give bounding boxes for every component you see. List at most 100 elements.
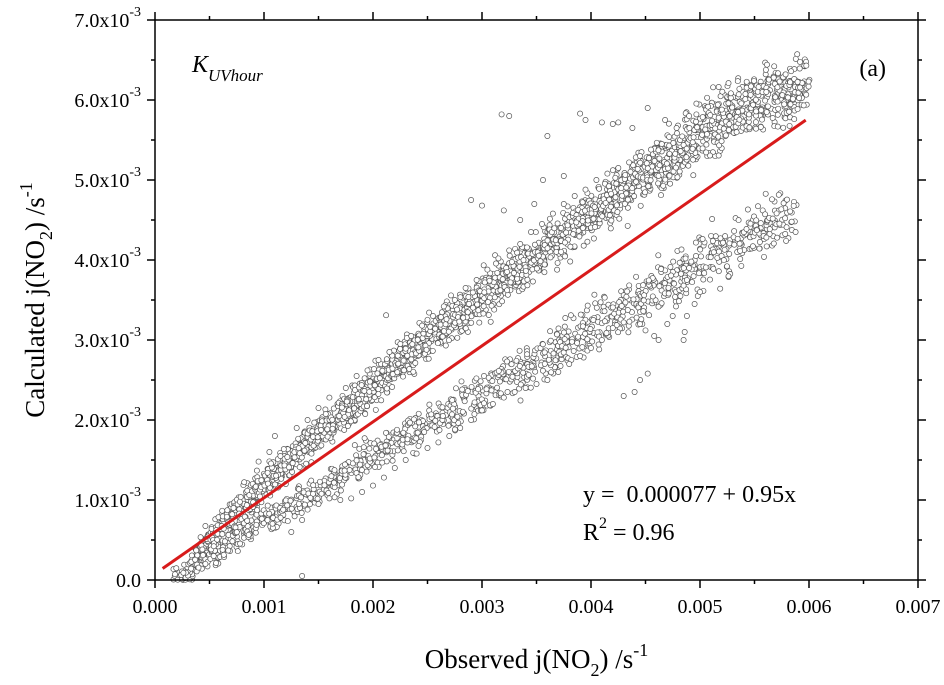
data-point xyxy=(589,338,596,345)
outlier-point xyxy=(370,482,376,489)
data-point xyxy=(456,318,463,325)
data-point xyxy=(694,124,701,131)
data-point xyxy=(788,68,795,75)
outlier-point xyxy=(506,247,513,254)
data-point xyxy=(442,342,449,349)
outlier-point xyxy=(500,394,507,401)
data-point xyxy=(558,248,565,255)
fit-equation: y = 0.000077 + 0.95x xyxy=(583,482,796,508)
data-point xyxy=(786,108,793,115)
data-point xyxy=(357,461,363,468)
data-point xyxy=(296,464,303,471)
data-point xyxy=(641,292,648,299)
data-point xyxy=(371,394,378,401)
outlier-point xyxy=(288,529,295,535)
outlier-point xyxy=(533,381,540,387)
data-point xyxy=(287,497,294,504)
data-point xyxy=(583,307,590,314)
data-point xyxy=(510,270,517,276)
data-point xyxy=(715,152,722,159)
data-point xyxy=(731,241,738,248)
data-point xyxy=(324,433,331,440)
data-point xyxy=(277,514,284,521)
data-point xyxy=(558,225,565,231)
data-point xyxy=(615,329,622,336)
data-point xyxy=(697,246,704,253)
data-point xyxy=(742,91,749,97)
data-point xyxy=(645,277,652,284)
data-point xyxy=(197,534,204,541)
data-point xyxy=(570,231,577,238)
outlier-point xyxy=(266,449,273,455)
data-point xyxy=(771,63,778,70)
data-point xyxy=(693,100,700,107)
outlier-point xyxy=(364,367,371,374)
data-point xyxy=(699,236,706,242)
outlier-point xyxy=(544,377,551,383)
data-point xyxy=(805,78,812,85)
data-point xyxy=(582,330,589,337)
data-point xyxy=(491,294,498,301)
data-point xyxy=(665,165,671,172)
data-point xyxy=(564,222,571,229)
data-point xyxy=(769,196,775,203)
data-point xyxy=(548,369,555,376)
data-point xyxy=(619,192,626,199)
data-point xyxy=(394,426,400,433)
outlier-point xyxy=(686,265,693,271)
data-point xyxy=(753,125,759,132)
data-point xyxy=(341,413,348,420)
outlier-point xyxy=(598,337,605,343)
data-point xyxy=(670,140,677,146)
data-point xyxy=(699,114,706,121)
data-point xyxy=(575,333,582,340)
data-point xyxy=(461,398,468,405)
x-axis-title-sub: 2 xyxy=(590,660,599,680)
data-point xyxy=(295,500,302,507)
panel-label: (a) xyxy=(859,56,886,82)
data-point xyxy=(701,270,708,277)
data-point xyxy=(655,303,662,310)
data-point xyxy=(725,273,732,280)
data-point xyxy=(781,101,788,108)
data-point xyxy=(726,113,733,120)
data-point xyxy=(683,154,690,161)
data-point xyxy=(428,411,435,418)
data-point xyxy=(441,328,447,335)
data-point xyxy=(264,469,271,476)
data-point xyxy=(524,351,531,358)
data-point xyxy=(560,329,567,336)
outlier-point xyxy=(598,119,605,126)
data-point xyxy=(653,139,660,146)
outlier-point xyxy=(348,495,355,502)
outlier-point xyxy=(644,105,651,111)
data-point xyxy=(689,139,696,146)
data-point xyxy=(624,204,631,211)
data-point xyxy=(552,357,559,364)
data-point xyxy=(752,119,759,126)
data-point xyxy=(496,378,503,385)
data-point xyxy=(587,326,594,332)
data-point xyxy=(626,282,633,289)
data-point xyxy=(575,227,582,234)
data-point xyxy=(661,280,668,287)
data-point xyxy=(361,375,368,382)
data-point xyxy=(562,239,568,246)
data-point xyxy=(480,310,487,317)
data-point xyxy=(516,347,523,354)
data-point xyxy=(725,80,732,87)
outlier-point xyxy=(604,170,611,177)
data-point xyxy=(748,83,754,90)
data-point xyxy=(426,401,433,408)
data-point xyxy=(774,111,781,118)
outlier-point xyxy=(424,445,431,451)
data-point xyxy=(539,341,546,348)
data-point xyxy=(331,494,338,501)
data-point xyxy=(757,124,764,130)
data-point xyxy=(298,494,305,501)
data-point xyxy=(366,445,373,452)
data-point xyxy=(584,336,591,343)
data-point xyxy=(535,252,542,259)
outlier-point xyxy=(430,313,436,319)
data-point xyxy=(202,523,209,529)
